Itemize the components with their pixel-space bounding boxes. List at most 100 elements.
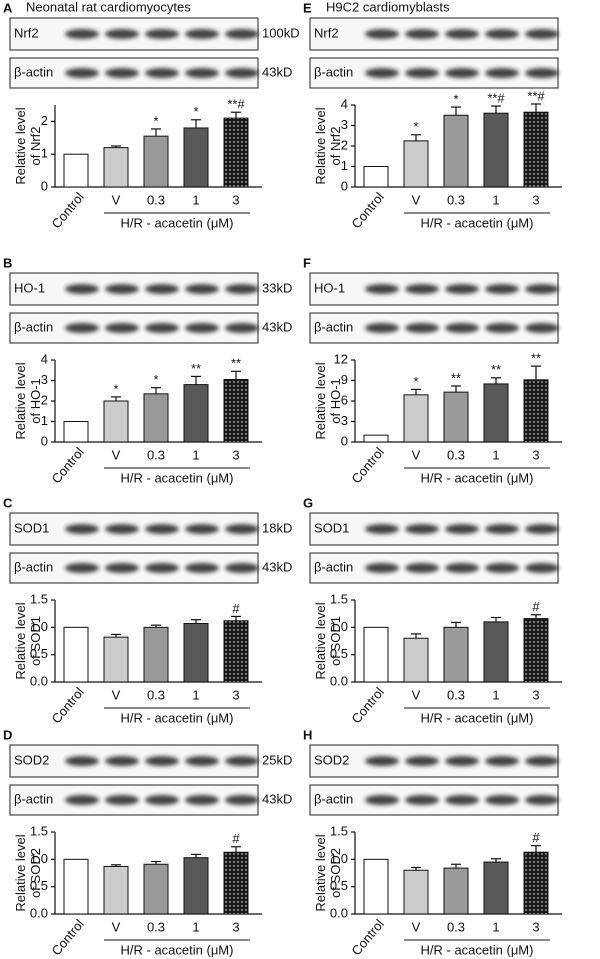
bar: [483, 383, 509, 443]
error-bar: [151, 128, 161, 137]
blot-band: [525, 524, 559, 534]
y-tick-label: 0: [341, 178, 348, 193]
blot-band: [65, 68, 99, 78]
error-bar: [491, 377, 501, 384]
y-axis-label: Relative levelof Nrf2: [313, 107, 343, 184]
x-tick-label: 0.3: [147, 687, 165, 702]
panel-letter: G: [303, 495, 313, 510]
blot-label: β-actin: [14, 319, 53, 334]
x-tick-label: 3: [232, 447, 239, 462]
significance-label: **#: [527, 88, 545, 103]
y-tick-label: 1.5: [30, 591, 48, 606]
bar-texture: [224, 620, 248, 682]
x-tick-label: 1: [492, 687, 499, 702]
x-tick-label: V: [412, 919, 421, 934]
x-tick-label: 3: [532, 447, 539, 462]
blot-size: 43kD: [262, 319, 292, 334]
blot-band: [365, 323, 399, 333]
y-tick-label: 1.5: [30, 823, 48, 838]
blot-label: Nrf2: [314, 25, 339, 40]
x-tick-label: V: [412, 687, 421, 702]
significance-label: #: [532, 830, 540, 845]
significance-label: *: [453, 91, 458, 106]
blot-label: SOD1: [314, 520, 349, 535]
blot-label: HO-1: [14, 280, 45, 295]
blot-band: [185, 68, 219, 78]
bar-texture: [524, 379, 548, 442]
x-tick-label: V: [112, 687, 121, 702]
y-axis-label-line: Relative level: [313, 834, 328, 911]
blot-band: [65, 795, 99, 805]
bar: [183, 623, 209, 683]
y-axis-label: Relative levelof SOD2: [313, 834, 343, 911]
bar: [63, 421, 89, 443]
error-bar: [531, 365, 541, 380]
y-tick-label: 0.5: [330, 878, 348, 893]
y-tick-label: 1.0: [30, 619, 48, 634]
blot-band: [525, 323, 559, 333]
error-bar: [191, 375, 201, 385]
error-bar: [111, 396, 121, 401]
blot-band: [225, 29, 259, 39]
panel-letter: F: [303, 255, 311, 270]
blot-band: [225, 756, 259, 766]
significance-label: *: [193, 104, 198, 119]
significance-label: **: [531, 351, 541, 366]
bar: [183, 127, 209, 188]
y-axis-label-line: Relative level: [313, 362, 328, 439]
x-tick-label: 1: [492, 192, 499, 207]
blot-band: [445, 284, 479, 294]
blot-band: [445, 563, 479, 573]
bar: [363, 434, 389, 443]
error-bar: [491, 616, 501, 622]
bar-texture: [524, 852, 548, 914]
bar: [403, 869, 429, 915]
x-tick-label: 1: [492, 919, 499, 934]
blot-band: [145, 756, 179, 766]
blot-band: [405, 756, 439, 766]
blot-band: [105, 284, 139, 294]
blot-band: [185, 29, 219, 39]
error-bar: [451, 621, 461, 628]
x-tick-label: 3: [532, 687, 539, 702]
y-tick-label: 1.5: [330, 823, 348, 838]
blot-band: [485, 795, 519, 805]
x-tick-label: Control: [348, 444, 386, 486]
x-tick-label: 3: [532, 919, 539, 934]
blot-band: [485, 29, 519, 39]
x-tick-label: Control: [348, 189, 386, 231]
bar-texture: [524, 112, 548, 187]
y-axis-label: Relative levelof SOD1: [13, 602, 43, 679]
blot-band: [65, 284, 99, 294]
panel: A Neonatal rat cardiomyocytes Nrf2 100kD β-a…: [3, 0, 300, 231]
blot-size: 18kD: [262, 520, 292, 535]
error-bar: [411, 633, 421, 639]
blot-band: [365, 68, 399, 78]
y-tick-label: 1: [41, 146, 48, 161]
panel-letter: C: [3, 495, 13, 510]
bar: [443, 626, 469, 683]
blot-band: [225, 284, 259, 294]
blot-band: [485, 68, 519, 78]
blot-band: [525, 284, 559, 294]
blot-band: [445, 795, 479, 805]
x-tick-label: 1: [192, 447, 199, 462]
bar: [183, 857, 209, 915]
blot-size: 100kD: [262, 25, 300, 40]
blot-band: [145, 323, 179, 333]
significance-label: *: [413, 119, 418, 134]
panel-header: H9C2 cardiomyblasts: [326, 0, 450, 14]
bar: [103, 400, 129, 443]
significance-label: **: [191, 361, 201, 376]
blot-band: [105, 524, 139, 534]
error-bar: [231, 846, 241, 853]
x-tick-label: V: [112, 919, 121, 934]
x-tick-label: 0.3: [147, 919, 165, 934]
blot-band: [225, 524, 259, 534]
x-tick-label: 0.3: [147, 447, 165, 462]
y-axis-label-line: of SOD2: [28, 848, 43, 898]
blot-band: [485, 284, 519, 294]
